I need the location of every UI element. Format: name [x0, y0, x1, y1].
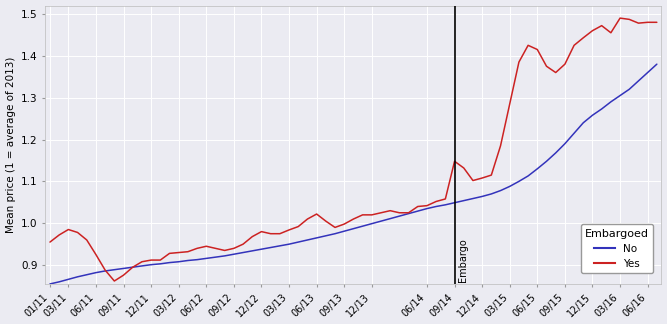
Legend: No, Yes: No, Yes	[581, 225, 653, 273]
Text: Embargo: Embargo	[458, 238, 468, 282]
Y-axis label: Mean price (1 = average of 2013): Mean price (1 = average of 2013)	[5, 57, 15, 233]
